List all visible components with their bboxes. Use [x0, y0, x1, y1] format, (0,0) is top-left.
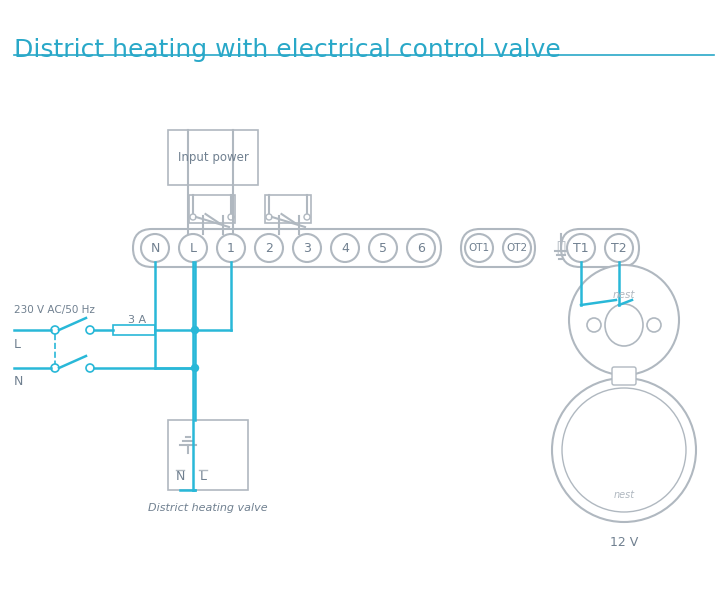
Circle shape: [296, 211, 301, 216]
Circle shape: [179, 234, 207, 262]
Circle shape: [552, 378, 696, 522]
Circle shape: [51, 326, 59, 334]
Bar: [113, 325, 155, 335]
Circle shape: [200, 211, 205, 216]
Bar: [265, 195, 311, 223]
Text: OT1: OT1: [468, 243, 489, 253]
FancyBboxPatch shape: [168, 130, 258, 185]
Circle shape: [331, 234, 359, 262]
FancyBboxPatch shape: [561, 229, 639, 267]
Circle shape: [465, 234, 493, 262]
Text: 3: 3: [303, 242, 311, 254]
Circle shape: [567, 234, 595, 262]
Circle shape: [51, 364, 59, 372]
Circle shape: [277, 211, 282, 216]
Circle shape: [191, 327, 199, 333]
Circle shape: [86, 326, 94, 334]
Text: 230 V AC/50 Hz: 230 V AC/50 Hz: [14, 305, 95, 315]
Text: 12 V: 12 V: [610, 536, 638, 548]
Circle shape: [369, 234, 397, 262]
Text: District heating valve: District heating valve: [149, 503, 268, 513]
Text: L: L: [189, 242, 197, 254]
Circle shape: [587, 318, 601, 332]
Text: nest: nest: [613, 290, 636, 300]
Text: nest: nest: [614, 490, 635, 500]
Text: ⏚: ⏚: [556, 241, 566, 255]
Circle shape: [141, 234, 169, 262]
FancyBboxPatch shape: [133, 229, 441, 267]
Text: Input power: Input power: [178, 150, 248, 163]
Text: 3 A: 3 A: [128, 315, 146, 325]
Bar: [168, 420, 248, 490]
Ellipse shape: [605, 304, 643, 346]
Text: N: N: [14, 375, 23, 388]
Text: T1: T1: [573, 242, 589, 254]
Circle shape: [647, 318, 661, 332]
Text: 1: 1: [227, 242, 235, 254]
Text: N: N: [150, 242, 159, 254]
Circle shape: [293, 234, 321, 262]
Circle shape: [266, 214, 272, 220]
Circle shape: [191, 365, 199, 371]
Text: 4: 4: [341, 242, 349, 254]
Text: 2: 2: [265, 242, 273, 254]
Circle shape: [605, 234, 633, 262]
Circle shape: [503, 234, 531, 262]
Circle shape: [304, 214, 310, 220]
Text: 5: 5: [379, 242, 387, 254]
Text: District heating with electrical control valve: District heating with electrical control…: [14, 38, 561, 62]
Circle shape: [562, 388, 686, 512]
Circle shape: [255, 234, 283, 262]
Text: T2: T2: [612, 242, 627, 254]
Text: 6: 6: [417, 242, 425, 254]
Bar: [189, 195, 235, 223]
FancyBboxPatch shape: [461, 229, 535, 267]
Text: OT2: OT2: [507, 243, 528, 253]
Circle shape: [190, 214, 196, 220]
Text: L: L: [14, 338, 21, 351]
FancyBboxPatch shape: [612, 367, 636, 385]
Text: N: N: [175, 469, 185, 482]
Circle shape: [407, 234, 435, 262]
Circle shape: [221, 211, 226, 216]
Circle shape: [228, 214, 234, 220]
Text: L: L: [199, 469, 207, 482]
Circle shape: [217, 234, 245, 262]
Circle shape: [86, 364, 94, 372]
Circle shape: [569, 265, 679, 375]
